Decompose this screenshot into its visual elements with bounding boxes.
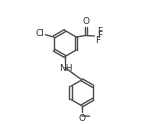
Text: F: F — [97, 27, 102, 36]
Text: O: O — [82, 17, 89, 26]
Text: O: O — [78, 114, 85, 123]
Text: F: F — [95, 36, 100, 45]
Text: Cl: Cl — [35, 29, 44, 38]
Text: F: F — [97, 31, 102, 40]
Text: NH: NH — [59, 64, 73, 73]
